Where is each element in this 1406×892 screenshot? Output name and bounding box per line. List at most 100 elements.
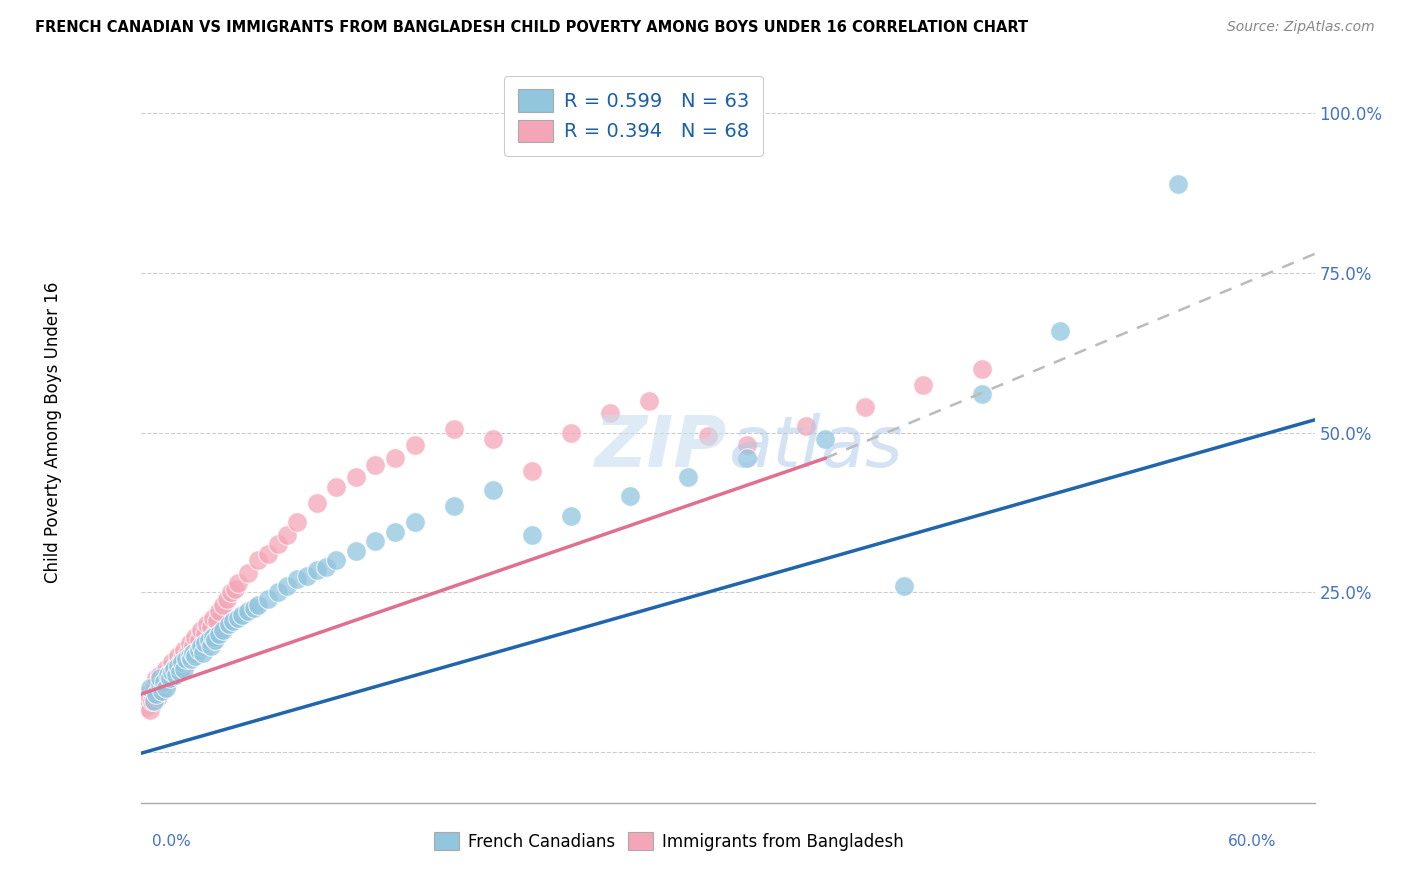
Point (173, 662, 195, 676)
Point (560, 508, 582, 523)
Point (193, 640, 215, 654)
Point (238, 604, 260, 618)
Point (201, 630, 224, 644)
Point (247, 598, 270, 612)
Point (155, 681, 177, 695)
Point (276, 579, 298, 593)
Point (1049, 324, 1071, 338)
Point (970, 387, 993, 401)
Point (180, 652, 202, 666)
Point (404, 438, 426, 452)
Point (344, 470, 367, 484)
Point (184, 630, 207, 644)
Point (190, 640, 212, 654)
Point (970, 361, 993, 376)
Point (238, 566, 260, 580)
Point (188, 642, 211, 657)
Point (219, 585, 242, 599)
Point (208, 626, 231, 640)
Point (195, 617, 218, 632)
Point (735, 438, 758, 452)
Point (266, 537, 288, 551)
Point (599, 407, 621, 421)
Point (183, 640, 205, 654)
Point (170, 656, 193, 670)
Point (160, 665, 183, 679)
Point (204, 633, 226, 648)
Point (174, 652, 197, 666)
Point (893, 579, 915, 593)
Point (325, 480, 347, 494)
Point (143, 681, 166, 695)
Point (150, 684, 173, 698)
Point (697, 429, 720, 443)
Point (384, 451, 406, 466)
Point (218, 617, 240, 632)
Point (159, 665, 181, 679)
Point (143, 694, 166, 708)
Point (194, 636, 217, 650)
Point (443, 422, 465, 436)
Point (165, 658, 187, 673)
Point (912, 377, 935, 392)
Point (155, 662, 177, 676)
Point (173, 642, 195, 657)
Text: Source: ZipAtlas.com: Source: ZipAtlas.com (1227, 20, 1375, 34)
Point (166, 648, 188, 663)
Point (211, 598, 233, 612)
Point (145, 671, 167, 685)
Point (276, 527, 298, 541)
Point (165, 668, 187, 682)
Point (169, 665, 191, 679)
Point (179, 648, 201, 663)
Point (853, 400, 876, 414)
Point (188, 633, 211, 648)
Text: Child Poverty Among Boys Under 16: Child Poverty Among Boys Under 16 (44, 282, 62, 583)
Point (364, 458, 387, 472)
Point (200, 620, 222, 634)
Point (305, 563, 328, 577)
Point (186, 646, 208, 660)
Point (139, 681, 162, 695)
Point (305, 496, 328, 510)
Point (163, 668, 186, 682)
Point (141, 694, 163, 708)
Point (166, 658, 188, 673)
Point (482, 432, 505, 446)
Point (221, 614, 243, 628)
Point (160, 656, 183, 670)
Point (1167, 177, 1189, 191)
Point (520, 464, 543, 478)
Point (179, 636, 201, 650)
Point (149, 671, 172, 685)
Point (243, 601, 266, 615)
Point (200, 640, 222, 654)
Point (135, 700, 157, 714)
Point (190, 624, 212, 638)
Legend: French Canadians, Immigrants from Bangladesh: French Canadians, Immigrants from Bangla… (427, 825, 910, 857)
Text: FRENCH CANADIAN VS IMMIGRANTS FROM BANGLADESH CHILD POVERTY AMONG BOYS UNDER 16 : FRENCH CANADIAN VS IMMIGRANTS FROM BANGL… (35, 20, 1028, 35)
Point (228, 575, 250, 590)
Point (139, 703, 162, 717)
Point (384, 524, 406, 539)
Point (194, 626, 217, 640)
Point (163, 662, 186, 676)
Text: ZIP: ZIP (595, 413, 728, 482)
Text: atlas: atlas (728, 413, 903, 482)
Point (138, 687, 160, 701)
Point (285, 515, 308, 529)
Point (520, 527, 543, 541)
Point (231, 607, 253, 622)
Point (208, 604, 231, 618)
Point (159, 671, 181, 685)
Point (638, 393, 661, 408)
Text: 60.0%: 60.0% (1229, 834, 1277, 849)
Point (325, 553, 347, 567)
Point (198, 633, 221, 648)
Point (170, 652, 193, 666)
Point (315, 559, 337, 574)
Point (560, 425, 582, 440)
Point (404, 515, 426, 529)
Point (794, 419, 817, 434)
Point (228, 611, 250, 625)
